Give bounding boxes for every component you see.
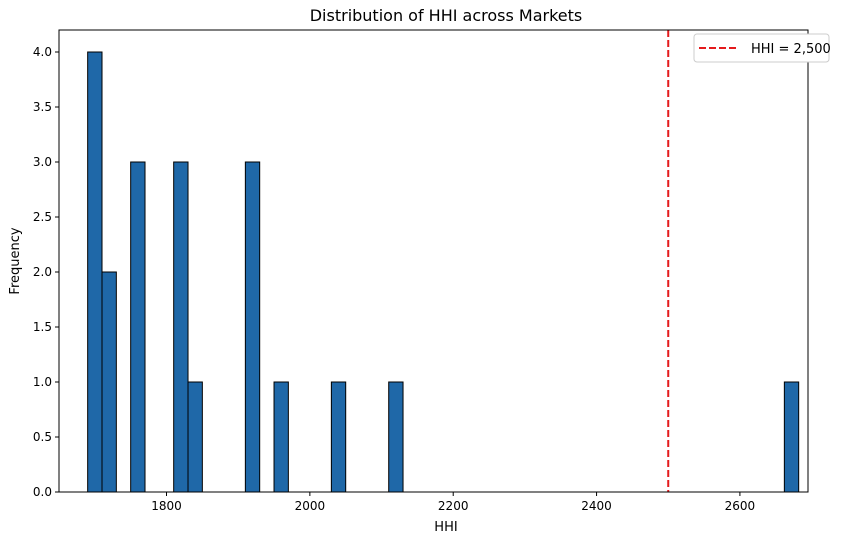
x-axis-ticks: 1800 2000 2200 2400 2600	[151, 492, 755, 513]
legend-label: HHI = 2,500	[751, 42, 831, 57]
y-tick-label: 1.5	[33, 320, 52, 334]
y-tick-label: 4.0	[33, 45, 52, 59]
histogram-bar	[173, 161, 189, 493]
histogram-bar	[244, 161, 261, 493]
histogram-bar	[101, 271, 117, 493]
y-tick-label: 0.0	[33, 485, 52, 499]
y-axis-label: Frequency	[8, 227, 23, 294]
plot-area-frame	[58, 29, 809, 493]
y-tick-label: 2.0	[33, 265, 52, 279]
x-tick-label: 2400	[581, 499, 612, 513]
x-tick-label: 2600	[725, 499, 756, 513]
y-tick-label: 3.0	[33, 155, 52, 169]
legend-box	[693, 33, 830, 63]
legend: HHI = 2,500	[693, 33, 831, 63]
histogram-bar	[130, 161, 146, 493]
bars-group	[87, 51, 800, 493]
x-tick-label: 2000	[295, 499, 326, 513]
histogram-bar	[187, 381, 203, 493]
histogram-bar	[388, 381, 404, 493]
histogram-bar	[87, 51, 103, 493]
histogram-bar	[273, 381, 289, 493]
y-tick-label: 3.5	[33, 100, 52, 114]
x-tick-label: 1800	[151, 499, 182, 513]
histogram-bar	[330, 381, 347, 493]
y-axis-ticks: 0.0 0.5 1.0 1.5 2.0 2.5 3.0 3.5 4.0	[33, 45, 59, 499]
x-axis-label: HHI	[434, 520, 457, 535]
y-tick-label: 0.5	[33, 430, 52, 444]
chart-title: Distribution of HHI across Markets	[310, 6, 583, 25]
x-tick-label: 2200	[438, 499, 469, 513]
y-tick-label: 2.5	[33, 210, 52, 224]
y-tick-label: 1.0	[33, 375, 52, 389]
histogram-bar	[783, 381, 800, 493]
